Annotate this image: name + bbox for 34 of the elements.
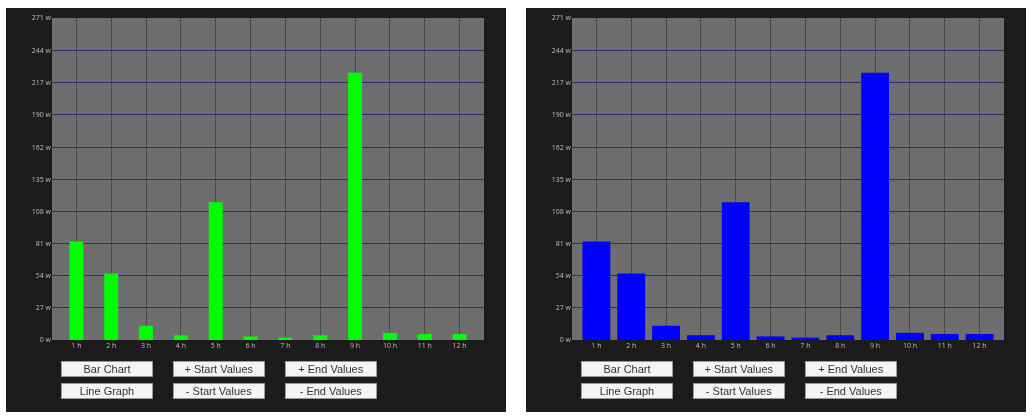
bar: [452, 334, 467, 340]
bar: [686, 335, 715, 340]
bar: [965, 334, 994, 340]
bar: [173, 335, 188, 340]
text: - End Values: [819, 385, 883, 397]
bar: [139, 325, 154, 340]
bar: [313, 335, 328, 340]
text: - Start Values: [705, 385, 773, 397]
bar: [69, 241, 84, 340]
bar: [930, 334, 959, 340]
bar: [417, 334, 432, 340]
text: Line Graph: [79, 385, 135, 397]
bar: [617, 273, 646, 340]
bar: [721, 202, 750, 340]
bar: [826, 335, 855, 340]
text: + End Values: [298, 363, 364, 375]
text: Bar Chart: [83, 363, 131, 375]
bar: [582, 241, 611, 340]
text: + End Values: [818, 363, 884, 375]
text: + Start Values: [704, 363, 774, 375]
text: Line Graph: [599, 385, 655, 397]
bar: [243, 336, 258, 340]
bar: [382, 332, 397, 340]
text: Bar Chart: [603, 363, 651, 375]
text: + Start Values: [184, 363, 254, 375]
bar: [104, 273, 119, 340]
text: - Start Values: [185, 385, 253, 397]
bar: [756, 336, 785, 340]
bar: [896, 332, 924, 340]
bar: [208, 202, 223, 340]
bar: [652, 325, 680, 340]
text: - End Values: [299, 385, 363, 397]
bar: [861, 72, 890, 340]
bar: [348, 72, 363, 340]
